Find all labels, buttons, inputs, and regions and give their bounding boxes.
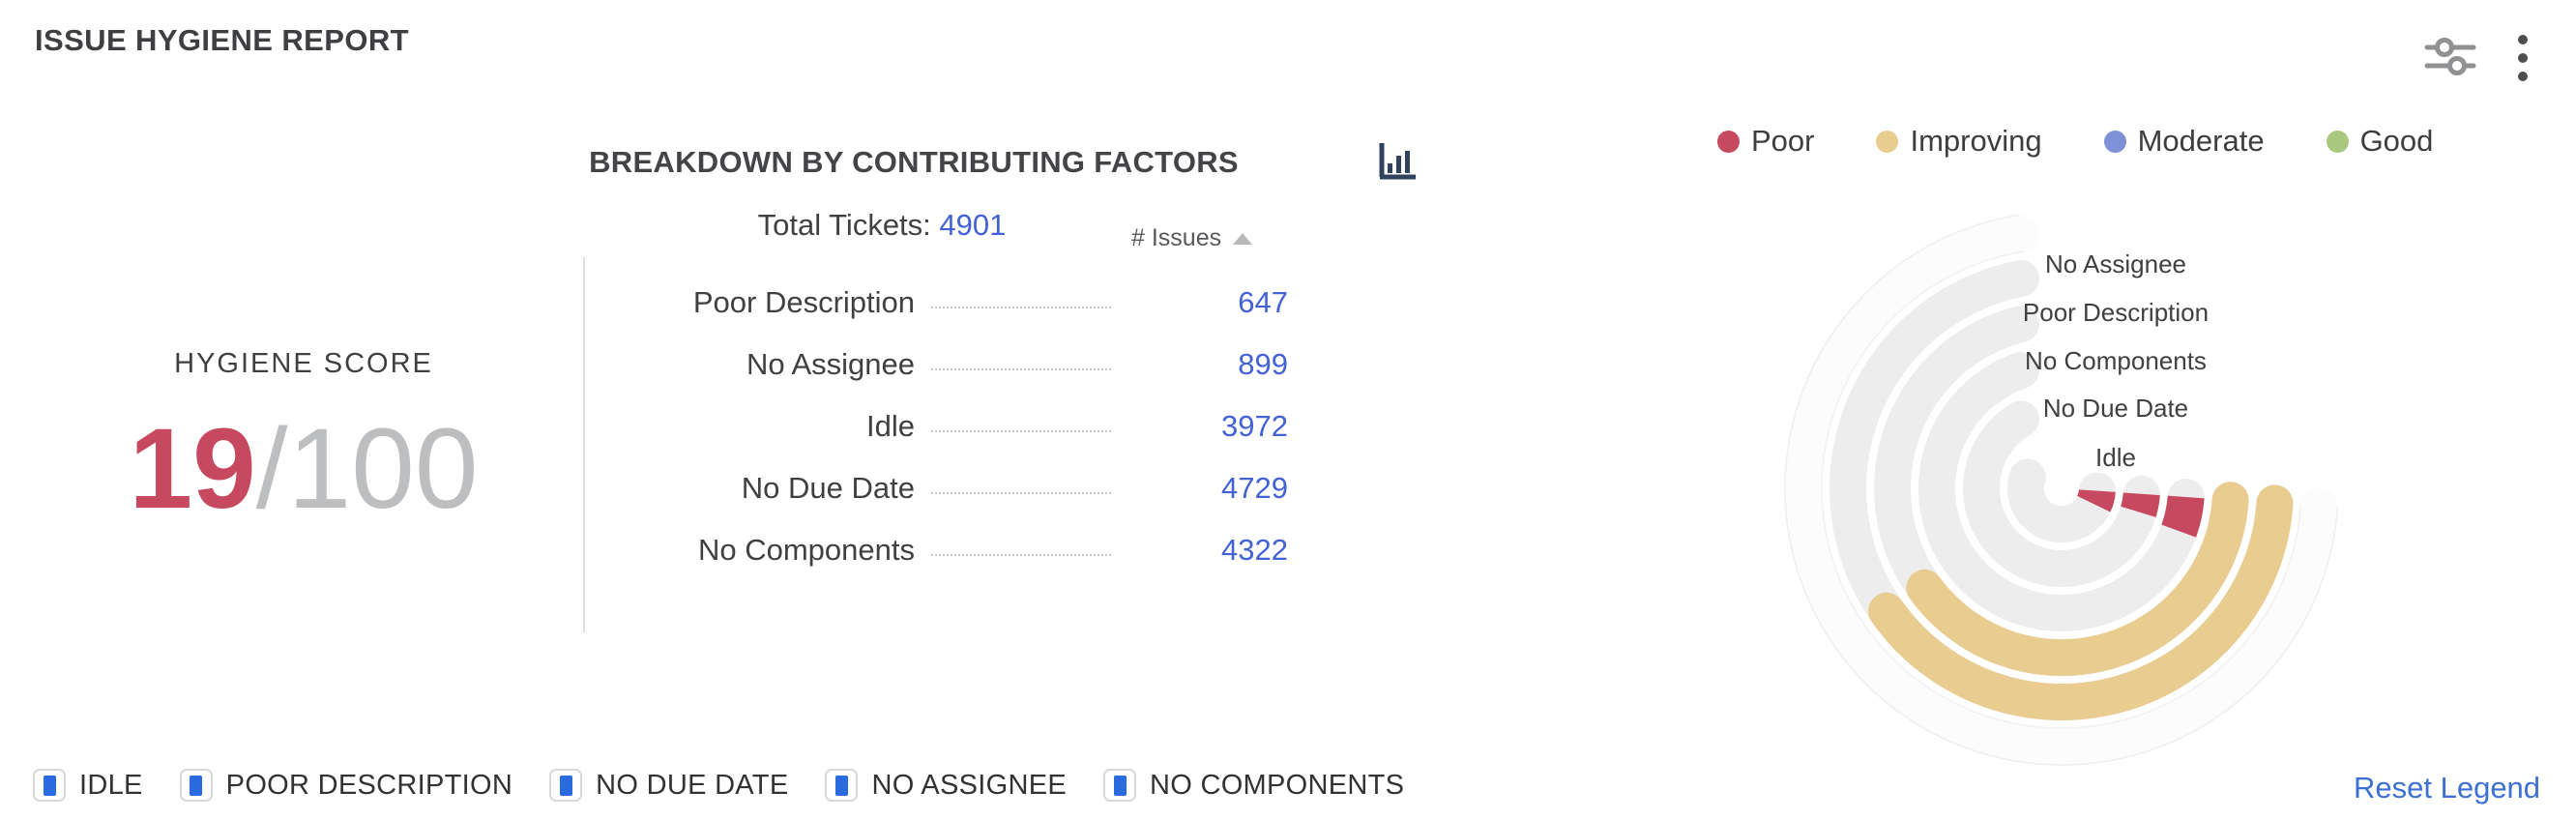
ring-label: No Assignee: [2045, 249, 2186, 278]
good-dot-icon: [2326, 130, 2349, 153]
hygiene-score-value: 19/100: [62, 410, 545, 528]
issues-header-label: # Issues: [1131, 224, 1222, 251]
poor-dot-icon: [1717, 130, 1740, 153]
table-row: No Assignee 899: [542, 343, 1288, 386]
factor-label: Poor Description: [692, 285, 915, 319]
factor-legend: IDLE POOR DESCRIPTION NO DUE DATE NO ASS…: [33, 769, 1404, 802]
total-tickets: Total Tickets: 4901: [503, 208, 1261, 243]
improving-dot-icon: [1876, 130, 1899, 153]
filter-settings-icon[interactable]: [2423, 35, 2477, 77]
checkbox-icon: [825, 769, 859, 802]
dotted-leader: [931, 368, 1111, 370]
checkbox-icon: [179, 769, 213, 802]
factor-legend-label: NO COMPONENTS: [1150, 769, 1405, 801]
factor-label: No Due Date: [741, 471, 915, 505]
status-legend: Poor Improving Moderate Good: [1717, 124, 2433, 159]
factor-value-link[interactable]: 647: [1238, 285, 1288, 319]
bar-chart-icon[interactable]: [1377, 141, 1418, 182]
table-row: Idle 3972: [542, 405, 1288, 448]
vertical-divider: [583, 257, 585, 632]
score-max: /100: [255, 405, 479, 533]
dotted-leader: [931, 492, 1111, 494]
factor-legend-item-poor-description[interactable]: POOR DESCRIPTION: [179, 769, 513, 802]
breakdown-title: BREAKDOWN BY CONTRIBUTING FACTORS: [589, 145, 1239, 179]
checkbox-icon: [549, 769, 583, 802]
factor-legend-label: NO DUE DATE: [596, 769, 789, 801]
table-row: No Components 4322: [542, 529, 1288, 571]
table-row: No Due Date 4729: [542, 467, 1288, 510]
factor-label: Idle: [866, 409, 915, 443]
factor-value-link[interactable]: 4322: [1221, 533, 1288, 567]
dotted-leader: [931, 430, 1111, 432]
table-row: Poor Description 647: [542, 281, 1288, 324]
factor-legend-label: POOR DESCRIPTION: [225, 769, 513, 801]
ring-label: No Components: [2025, 346, 2207, 375]
legend-item-moderate[interactable]: Moderate: [2103, 124, 2265, 159]
total-tickets-label: Total Tickets:: [757, 208, 931, 242]
total-tickets-value[interactable]: 4901: [939, 208, 1007, 242]
factor-label: No Assignee: [746, 347, 915, 381]
hygiene-score-label: HYGIENE SCORE: [174, 348, 433, 379]
more-options-icon[interactable]: [2512, 35, 2533, 81]
factor-value-link[interactable]: 4729: [1221, 471, 1288, 505]
legend-label: Moderate: [2137, 124, 2265, 158]
legend-label: Poor: [1751, 124, 1815, 158]
dotted-leader: [931, 554, 1111, 556]
factor-label: No Components: [697, 533, 915, 567]
legend-item-poor[interactable]: Poor: [1717, 124, 1814, 159]
moderate-dot-icon: [2103, 130, 2126, 153]
score-number: 19: [129, 405, 256, 533]
ring-label: Idle: [2095, 443, 2136, 472]
factor-legend-label: NO ASSIGNEE: [871, 769, 1067, 801]
factor-legend-item-idle[interactable]: IDLE: [33, 769, 143, 802]
ring-label: Poor Description: [2022, 298, 2210, 327]
ring-label: No Due Date: [2042, 394, 2189, 423]
factor-value-link[interactable]: 3972: [1221, 409, 1288, 443]
legend-label: Good: [2359, 124, 2434, 158]
legend-item-improving[interactable]: Improving: [1876, 124, 2042, 159]
checkbox-icon: [33, 769, 66, 802]
sort-ascending-icon: [1233, 232, 1253, 245]
factor-legend-item-no-due-date[interactable]: NO DUE DATE: [549, 769, 788, 802]
issues-sort-header[interactable]: # Issues: [1131, 224, 1253, 252]
checkbox-icon: [1103, 769, 1136, 802]
dotted-leader: [931, 307, 1111, 308]
hygiene-rings-chart[interactable]: No Assignee Poor Description No Componen…: [1741, 174, 2379, 820]
factor-legend-item-no-components[interactable]: NO COMPONENTS: [1103, 769, 1404, 802]
factor-value-link[interactable]: 899: [1238, 347, 1288, 381]
factor-legend-item-no-assignee[interactable]: NO ASSIGNEE: [825, 769, 1067, 802]
factor-legend-label: IDLE: [79, 769, 143, 801]
legend-label: Improving: [1910, 124, 2042, 158]
reset-legend-link[interactable]: Reset Legend: [2354, 771, 2541, 805]
page-title: ISSUE HYGIENE REPORT: [35, 23, 409, 57]
legend-item-good[interactable]: Good: [2326, 124, 2434, 159]
